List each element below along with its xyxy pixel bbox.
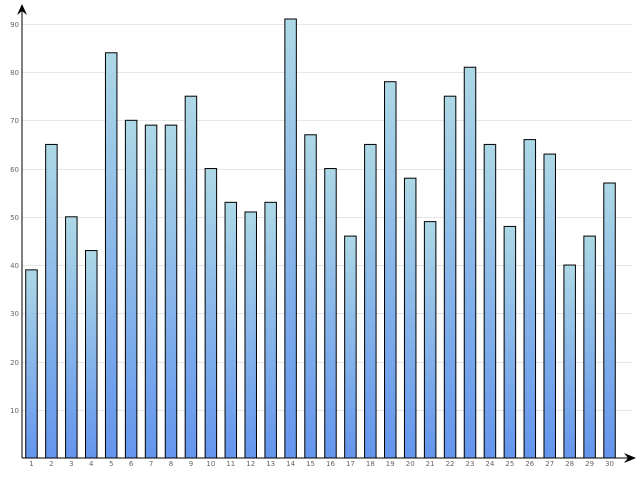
- x-tick-label: 26: [525, 460, 534, 468]
- x-tick-label: 13: [266, 460, 275, 468]
- x-tick-label: 19: [386, 460, 395, 468]
- bar: [324, 168, 337, 459]
- x-tick-label: 27: [545, 460, 554, 468]
- x-tick-label: 18: [366, 460, 375, 468]
- x-tick-label: 21: [426, 460, 435, 468]
- bars: [25, 18, 616, 459]
- bar: [244, 211, 257, 459]
- bar: [164, 124, 178, 459]
- x-tick-label: 23: [466, 460, 475, 468]
- x-tick-label: 9: [189, 460, 193, 468]
- bar: [603, 182, 616, 459]
- y-tick-label: 60: [10, 166, 19, 174]
- y-tick-label: 30: [10, 310, 19, 318]
- bar: [45, 143, 58, 459]
- y-tick-label: 90: [10, 21, 19, 29]
- x-tick-label: 20: [406, 460, 415, 468]
- y-tick-label: 70: [10, 117, 19, 125]
- bar: [104, 52, 118, 459]
- bar: [583, 235, 596, 459]
- x-tick-label: 16: [326, 460, 335, 468]
- x-tick-label: 11: [226, 460, 235, 468]
- x-tick-label: 1: [29, 460, 33, 468]
- y-tick-label: 40: [10, 262, 19, 270]
- bar: [344, 235, 357, 459]
- bar: [403, 177, 417, 459]
- y-axis-arrow-icon: [17, 4, 27, 15]
- bar: [463, 66, 477, 459]
- x-tick-label: 25: [505, 460, 514, 468]
- bar: [563, 264, 576, 459]
- x-tick-labels: 1 2 3 4 5 6 7 8 9 10 11 12 13 14 15 16 17 18 19 20 21 22 23 24 2…: [29, 460, 614, 468]
- bar: [124, 119, 138, 459]
- x-tick-label: 2: [49, 460, 53, 468]
- y-tick-label: 80: [10, 69, 19, 77]
- bar: [65, 216, 78, 459]
- bar: [503, 225, 517, 459]
- bar: [224, 201, 238, 459]
- bar: [423, 221, 437, 459]
- bar: [384, 81, 397, 459]
- x-tick-label: 12: [246, 460, 255, 468]
- x-tick-label: 5: [109, 460, 113, 468]
- x-tick-label: 8: [169, 460, 173, 468]
- bar: [144, 124, 158, 459]
- y-tick-label: 20: [10, 359, 19, 367]
- x-tick-label: 7: [149, 460, 153, 468]
- x-tick-label: 30: [605, 460, 614, 468]
- x-tick-label: 29: [585, 460, 594, 468]
- x-tick-label: 24: [485, 460, 494, 468]
- bar: [25, 269, 38, 459]
- x-axis-arrow-icon: [624, 453, 636, 463]
- y-tick-labels: 10 20 30 40 50 60 70 80 90: [10, 21, 19, 415]
- x-tick-label: 14: [286, 460, 295, 468]
- x-tick-label: 28: [565, 460, 574, 468]
- bar: [204, 168, 218, 459]
- x-tick-label: 4: [89, 460, 94, 468]
- x-tick-label: 10: [206, 460, 215, 468]
- x-tick-label: 3: [69, 460, 73, 468]
- bar: [284, 18, 297, 459]
- bar: [523, 139, 537, 459]
- y-tick-label: 50: [10, 214, 19, 222]
- x-tick-label: 6: [129, 460, 134, 468]
- bar: [483, 143, 497, 459]
- bar: [184, 95, 198, 459]
- bar: [364, 143, 377, 459]
- bar: [85, 250, 98, 459]
- y-tick-label: 10: [10, 407, 19, 415]
- bar: [543, 153, 556, 459]
- x-tick-label: 17: [346, 460, 355, 468]
- x-tick-label: 22: [446, 460, 455, 468]
- bar: [264, 201, 277, 459]
- bar: [304, 134, 317, 459]
- x-tick-label: 15: [306, 460, 315, 468]
- bar: [443, 95, 457, 459]
- axes: [17, 4, 636, 463]
